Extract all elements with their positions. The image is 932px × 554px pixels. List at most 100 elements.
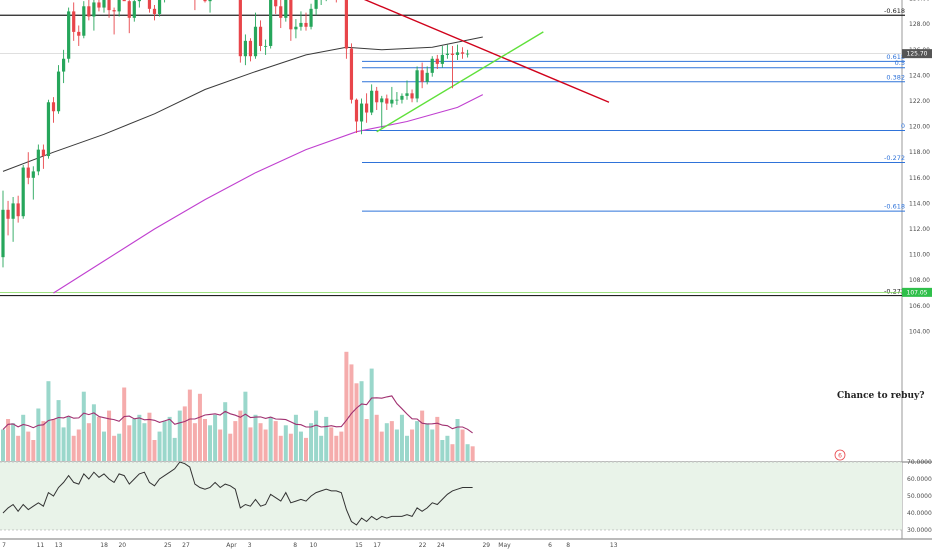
price-tick-label: 120.00: [909, 124, 930, 131]
volume-bar: [253, 414, 258, 461]
volume-bar: [66, 416, 71, 461]
current-price-tag: [902, 49, 932, 59]
date-tick-label: 10: [310, 542, 318, 549]
candle-body: [152, 8, 157, 14]
candle-body: [294, 26, 298, 30]
volume-bar: [379, 431, 384, 461]
candle-body: [62, 58, 66, 72]
candle-body: [450, 53, 455, 55]
rsi-band: [0, 461, 902, 531]
volume-bar: [56, 400, 61, 461]
candle-body: [238, 0, 242, 57]
price-tick-label: 112.00: [909, 226, 930, 233]
rsi-tick-label: 50.0000: [907, 493, 932, 500]
rsi-tick-label: 40.0000: [907, 510, 932, 517]
volume-bar: [410, 429, 415, 461]
volume-bar: [81, 391, 86, 461]
red-downtrend-line: [363, 0, 610, 103]
price-tick-label: 110.00: [909, 252, 930, 259]
volume-bar: [76, 429, 81, 461]
trendlines: [363, 0, 610, 133]
volume-bar: [162, 421, 167, 461]
volume-bar: [51, 419, 56, 461]
volume-bar: [11, 423, 16, 461]
candle-body: [36, 149, 40, 172]
volume-bar: [304, 437, 308, 461]
volume-bar: [394, 429, 399, 461]
price-tick-label: 130.00: [909, 0, 930, 3]
candle-body: [132, 1, 136, 18]
volume-bar: [102, 431, 106, 461]
date-tick-label: 24: [437, 542, 445, 549]
volume-bar: [369, 368, 374, 461]
volume-bar: [440, 440, 445, 461]
volume-bar: [450, 444, 455, 461]
volume-bar: [228, 433, 233, 461]
date-tick-label: 15: [355, 542, 363, 549]
volume-bar: [177, 410, 182, 461]
volume-bar: [218, 429, 223, 461]
volume-bar: [309, 423, 314, 461]
volume-bar: [1, 429, 5, 461]
volume-bar: [238, 410, 243, 461]
event-marker-circle[interactable]: [834, 449, 846, 461]
volume-bar: [208, 425, 213, 461]
candle-body: [117, 0, 121, 12]
volume-bar: [399, 414, 404, 461]
candle-body: [1, 209, 5, 258]
volume-bar: [455, 419, 460, 461]
fib-level-label: 0.618: [886, 53, 905, 61]
volume-bar: [203, 419, 207, 461]
candle-body: [46, 102, 51, 157]
candle-body: [370, 90, 374, 113]
moving-averages: [2, 36, 484, 294]
price-tick-label: 104.00: [909, 328, 930, 335]
candle-body: [41, 149, 45, 157]
black-level-label: -0.618: [884, 7, 905, 15]
fib-level-label: 0.382: [886, 73, 905, 81]
price-tick-label: 106.00: [909, 303, 930, 310]
date-tick-label: 27: [182, 542, 190, 549]
volume-bar: [405, 435, 409, 461]
current-price-label: 125.70: [907, 51, 928, 58]
date-tick-label: 22: [419, 542, 427, 549]
volume-bar: [16, 435, 21, 461]
rsi-line: [2, 461, 473, 526]
annotation-text: Chance to rebuy?: [837, 391, 925, 401]
volume-bar: [248, 427, 253, 461]
volume-bar: [192, 423, 197, 461]
volume-bar: [157, 431, 162, 461]
volume-bar: [334, 435, 339, 461]
volume-bar: [223, 402, 228, 461]
candle-body: [375, 90, 379, 103]
date-tick-label: 13: [55, 542, 63, 549]
fib-level-label: 0.5: [895, 59, 905, 67]
volume-bar: [415, 421, 420, 461]
candle-body: [56, 71, 61, 112]
volume-bar: [137, 414, 142, 461]
volume-bar: [258, 423, 263, 461]
date-tick-label: 8: [293, 542, 297, 549]
candle-body: [284, 0, 288, 18]
volume-bar: [430, 429, 435, 461]
volume-bar: [6, 419, 11, 461]
volume-bar: [233, 421, 238, 461]
volume-bar: [117, 433, 122, 461]
volume-bar: [319, 435, 324, 461]
candle-body: [279, 6, 283, 18]
price-tick-label: 124.00: [909, 72, 930, 79]
candle-body: [127, 1, 131, 18]
candle-body: [122, 0, 126, 2]
candle-body: [395, 99, 399, 101]
volume-bar: [374, 414, 379, 461]
volume-bar: [152, 440, 157, 461]
volume-bar: [142, 423, 147, 461]
date-tick-label: May: [498, 542, 511, 549]
volume-bar: [187, 389, 192, 461]
event-marker[interactable]: 6: [834, 449, 846, 461]
volume-bar: [273, 421, 278, 461]
candle-body: [349, 48, 354, 100]
price-tick-label: 118.00: [909, 149, 930, 156]
